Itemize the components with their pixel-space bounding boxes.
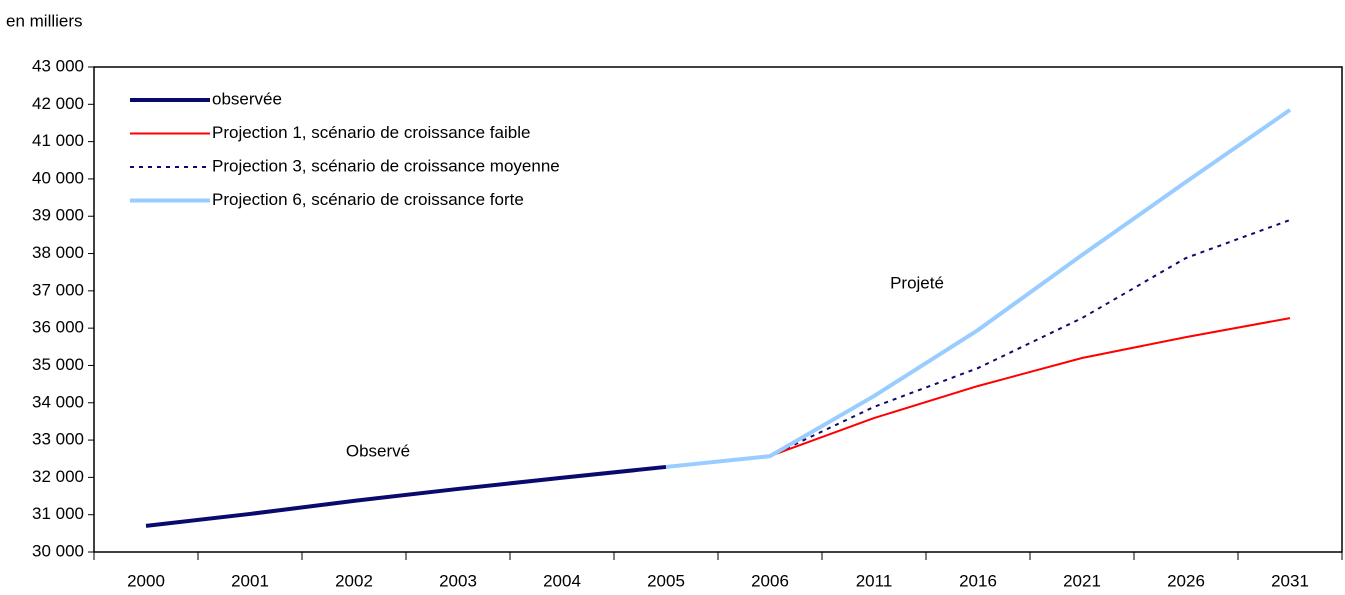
x-tick-label: 2016	[959, 571, 997, 590]
x-tick-label: 2011	[856, 571, 893, 590]
y-tick-label: 43 000	[32, 56, 84, 75]
y-tick-label: 36 000	[32, 318, 84, 337]
legend-label: Projection 3, scénario de croissance moy…	[212, 156, 560, 175]
annotation: Projeté	[890, 273, 944, 292]
x-tick-label: 2004	[543, 571, 581, 590]
unit-label: en milliers	[6, 11, 83, 30]
y-tick-label: 37 000	[32, 280, 84, 299]
y-tick-label: 42 000	[32, 94, 84, 113]
series-line	[769, 219, 1291, 458]
x-tick-label: 2026	[1167, 571, 1205, 590]
x-tick-label: 2021	[1063, 571, 1101, 590]
y-tick-label: 32 000	[32, 467, 84, 486]
x-tick-label: 2006	[751, 571, 789, 590]
x-tick-label: 2000	[127, 571, 165, 590]
x-tick-label: 2031	[1271, 571, 1309, 590]
y-tick-label: 38 000	[32, 243, 84, 262]
annotation: Observé	[346, 441, 410, 460]
x-tick-label: 2002	[335, 571, 373, 590]
series-line	[145, 464, 667, 528]
series-line	[665, 108, 1292, 469]
y-tick-label: 39 000	[32, 206, 84, 225]
y-tick-label: 40 000	[32, 168, 84, 187]
y-tick-label: 31 000	[32, 504, 84, 523]
y-tick-label: 41 000	[32, 131, 84, 150]
y-tick-label: 35 000	[32, 355, 84, 374]
legend-label: Projection 6, scénario de croissance for…	[212, 190, 524, 209]
y-tick-label: 34 000	[32, 392, 84, 411]
y-tick-label: 33 000	[32, 430, 84, 449]
legend-label: observée	[212, 89, 282, 108]
x-tick-label: 2005	[647, 571, 685, 590]
x-tick-label: 2003	[439, 571, 477, 590]
x-tick-label: 2001	[231, 571, 269, 590]
legend-label: Projection 1, scénario de croissance fai…	[212, 123, 530, 142]
series-line	[769, 317, 1291, 458]
y-tick-label: 30 000	[32, 541, 84, 560]
